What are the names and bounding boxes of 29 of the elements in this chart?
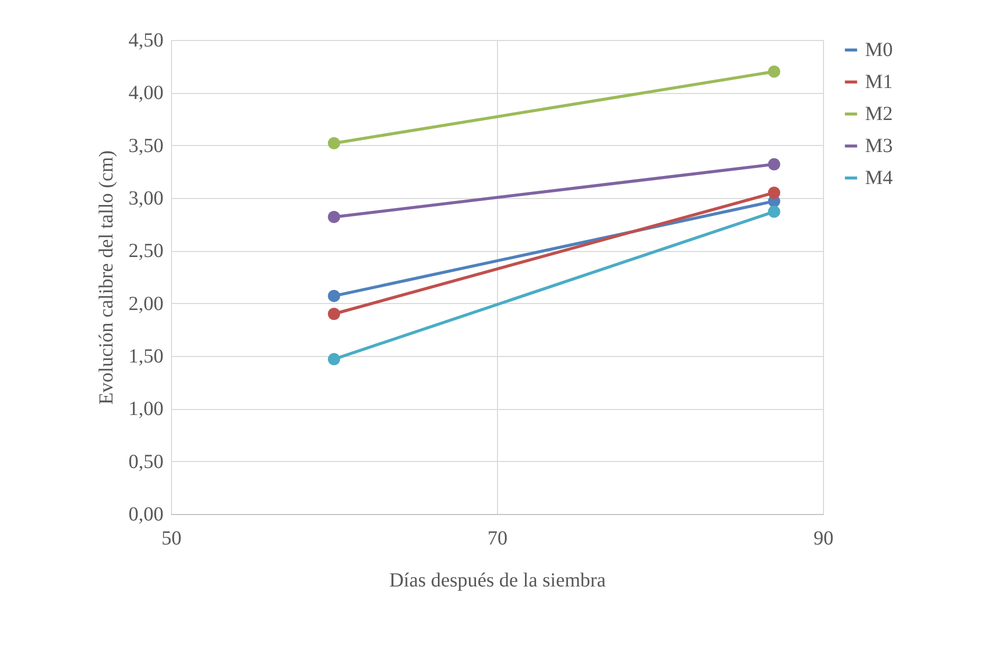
y-axis-title: Evolución calibre del tallo (cm) <box>96 150 118 405</box>
point <box>768 65 780 78</box>
y-tick-label: 4,00 <box>128 82 164 104</box>
y-tick-label: 2,00 <box>128 292 164 315</box>
legend-label: M0 <box>865 39 893 61</box>
x-tick-label: 50 <box>162 528 182 550</box>
y-tick-label: 3,00 <box>128 188 164 210</box>
y-tick-label: 1,50 <box>128 346 164 368</box>
point <box>768 158 780 170</box>
y-tick-label: 1,00 <box>128 398 164 420</box>
y-tick-label: 0,50 <box>128 450 164 473</box>
y-tick-label: 0,00 <box>128 504 164 526</box>
point <box>768 186 780 199</box>
point <box>768 206 780 218</box>
point <box>328 290 340 302</box>
x-tick-label: 70 <box>488 528 508 550</box>
y-tick-label: 2,50 <box>128 240 164 262</box>
legend-label: M2 <box>865 103 893 125</box>
point <box>328 308 340 320</box>
legend-label: M1 <box>865 71 893 93</box>
point <box>328 353 340 366</box>
point <box>328 210 340 224</box>
x-axis-title: Días después de la siembra <box>389 570 606 592</box>
legend-label: M3 <box>865 135 893 157</box>
point <box>328 137 340 150</box>
y-tick-label: 3,50 <box>128 134 164 157</box>
y-tick-label: 4,50 <box>128 30 164 52</box>
x-tick-label: 90 <box>814 528 834 550</box>
legend-label: M4 <box>865 167 893 189</box>
